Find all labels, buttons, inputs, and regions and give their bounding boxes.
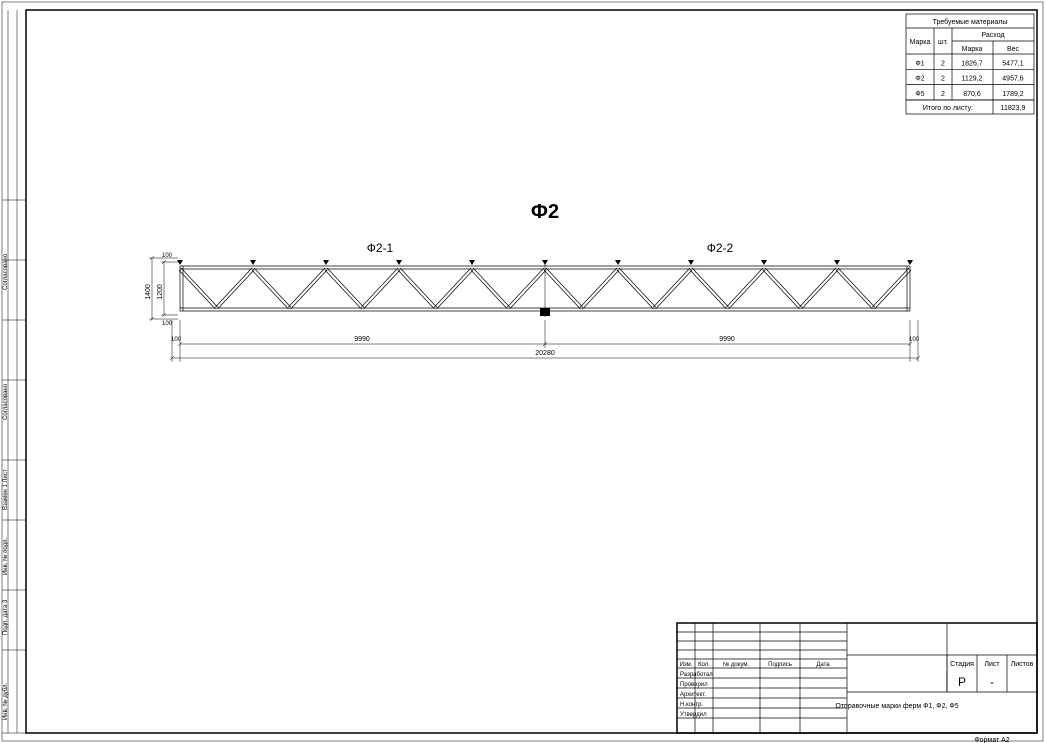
sidebar-label: Инв. № дубл. xyxy=(2,683,9,720)
mat-cell: 2 xyxy=(941,60,945,67)
mat-h-mark: Марка xyxy=(910,39,931,46)
mat-cell: 5477,1 xyxy=(1002,60,1024,67)
outer-border xyxy=(2,2,1043,741)
mat-h-sub2: Вес xyxy=(1007,46,1020,53)
tb-col-3: № докум. xyxy=(723,661,750,668)
drawing-title: Ф2 xyxy=(531,201,559,223)
tb-list: - xyxy=(990,675,994,689)
inner-border xyxy=(26,10,1037,733)
mat-cell: 2 xyxy=(941,91,945,98)
label-right: Ф2-2 xyxy=(707,241,734,255)
drawing-svg: Согласовано Согласовано Взамен 1 Лист Ин… xyxy=(0,0,1045,743)
tb-stadia: Р xyxy=(958,675,966,689)
title-block: Изм. Кол. № докум. Подпись Дата Разработ… xyxy=(677,623,1037,733)
mat-h-sub1: Марка xyxy=(962,46,983,53)
tb-h-stadia: Стадия xyxy=(950,661,974,668)
tb-col-2: Кол. xyxy=(698,662,710,668)
mat-cell: 1789,2 xyxy=(1002,91,1024,98)
mat-cell: 870,6 xyxy=(963,91,981,98)
tb-role-1: Разработал xyxy=(680,672,713,678)
mat-cell: 1129,2 xyxy=(962,76,983,83)
tb-h-list: Лист xyxy=(984,661,1000,668)
sidebar-label: Согласовано xyxy=(3,383,9,420)
tb-role-4: Н.контр. xyxy=(680,702,703,708)
dim-span-right: 9990 xyxy=(719,336,735,343)
dim-bot-offset: 100 xyxy=(162,321,173,327)
tb-role-5: Утвердил xyxy=(680,712,707,718)
mat-cell: 4957,6 xyxy=(1002,76,1024,83)
dim-end-right: 100 xyxy=(909,337,920,343)
sidebar-label: Подп. дата 3 xyxy=(3,599,9,635)
dim-height-total: 1400 xyxy=(145,284,152,300)
format-label: Формат А2 xyxy=(974,737,1009,743)
drawing-sheet: Согласовано Согласовано Взамен 1 Лист Ин… xyxy=(0,0,1045,743)
sidebar-label: Взамен 1 Лист xyxy=(3,469,9,510)
mat-cell: Ф2 xyxy=(915,76,924,83)
materials-table: Требуемые материалы Марка шт. Расход Мар… xyxy=(906,14,1034,114)
dim-span: 9990 9990 100 100 20280 xyxy=(170,320,920,362)
mat-total-label: Итого по листу: xyxy=(923,105,973,112)
mat-cell: 1826,7 xyxy=(961,60,983,67)
tb-col-5: Дата xyxy=(816,662,830,668)
mat-cell: Ф5 xyxy=(915,91,924,98)
dim-top-offset: 100 xyxy=(162,253,173,259)
sidebar-label: Инв. № подп. xyxy=(2,538,9,575)
tb-col-1: Изм. xyxy=(680,662,693,668)
materials-title: Требуемые материалы xyxy=(933,18,1008,26)
mat-total-value: 11823,9 xyxy=(1001,105,1026,112)
mat-h-qty: шт. xyxy=(938,39,948,46)
dim-span-total: 20280 xyxy=(535,350,555,357)
truss-diagram xyxy=(177,260,913,317)
mat-cell: 2 xyxy=(941,76,945,83)
tb-col-4: Подпись xyxy=(768,662,792,668)
tb-h-listov: Листов xyxy=(1011,661,1034,668)
tb-descr: Отправочные марки ферм Ф1, Ф2, Ф5 xyxy=(835,703,958,710)
tb-role-3: Архитект. xyxy=(680,692,706,698)
mat-cell: Ф1 xyxy=(915,60,924,67)
mat-h-group: Расход xyxy=(981,32,1004,39)
label-left: Ф2-1 xyxy=(367,241,394,255)
dim-span-left: 9990 xyxy=(354,336,370,343)
dim-height-inner: 1200 xyxy=(157,284,164,300)
left-sidebar: Согласовано Согласовано Взамен 1 Лист Ин… xyxy=(2,10,26,733)
tb-role-2: Проверил xyxy=(680,682,708,688)
dim-height: 1400 1200 100 100 xyxy=(145,253,178,327)
sidebar-label: Согласовано xyxy=(3,253,9,290)
dim-end-left: 100 xyxy=(171,337,182,343)
